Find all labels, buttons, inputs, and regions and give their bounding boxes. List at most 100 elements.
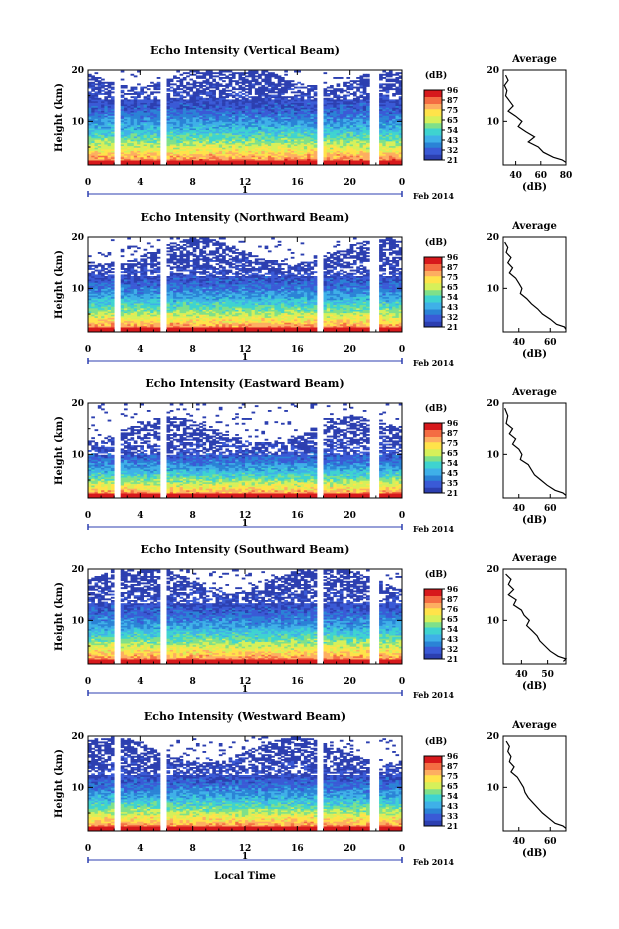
heatmap-cell xyxy=(271,94,275,97)
heatmap-cell xyxy=(212,91,216,94)
heatmap-cell xyxy=(349,99,354,102)
heatmap-cell xyxy=(310,157,315,159)
heatmap-cell xyxy=(176,77,180,79)
heatmap-cell xyxy=(189,157,194,159)
heatmap-cell xyxy=(323,142,328,145)
heatmap-cell xyxy=(388,139,393,142)
heatmap-cell xyxy=(352,155,357,158)
heatmap-cell xyxy=(97,91,102,94)
heatmap-cell xyxy=(359,75,364,78)
heatmap-cell xyxy=(352,145,357,148)
heatmap-cell xyxy=(199,115,203,118)
heatmap-cell xyxy=(238,85,243,87)
heatmap-cell xyxy=(91,152,95,155)
heatmap-cell xyxy=(127,121,131,124)
heatmap-cell xyxy=(231,112,236,115)
heatmap-cell xyxy=(231,72,236,75)
heatmap-cell xyxy=(245,72,249,75)
heatmap-cell xyxy=(133,160,138,163)
heatmap-cell xyxy=(137,70,141,73)
heatmap-cell xyxy=(166,83,171,86)
heatmap-cell xyxy=(245,160,249,163)
heatmap-cell xyxy=(398,145,403,148)
heatmap-cell xyxy=(150,121,154,124)
heatmap-cell xyxy=(189,117,194,119)
heatmap-cell xyxy=(395,136,400,139)
average-x-tick-label: 80 xyxy=(560,171,573,181)
heatmap-cell xyxy=(398,137,403,140)
heatmap-cell xyxy=(169,136,174,139)
heatmap-cell xyxy=(280,133,285,135)
heatmap-cell xyxy=(205,101,210,103)
heatmap-cell xyxy=(245,137,249,140)
heatmap-cell xyxy=(101,160,105,163)
heatmap-cell xyxy=(215,83,220,86)
heatmap-cell xyxy=(235,93,239,95)
heatmap-cell xyxy=(195,330,200,333)
heatmap-cell xyxy=(176,330,180,333)
heatmap-cell xyxy=(166,152,171,155)
heatmap-cell xyxy=(166,160,171,163)
heatmap-cell xyxy=(251,136,256,139)
heatmap-cell xyxy=(388,88,393,91)
heatmap-cell xyxy=(192,139,197,142)
heatmap-cell xyxy=(349,155,354,158)
heatmap-cell xyxy=(91,81,95,84)
heatmap-cell xyxy=(120,150,125,153)
heatmap-cell xyxy=(333,152,337,155)
heatmap-cell xyxy=(97,137,102,140)
heatmap-cell xyxy=(330,126,334,129)
heatmap-cell xyxy=(326,141,331,143)
heatmap-cell xyxy=(346,160,351,163)
colorbar-segment xyxy=(424,91,442,94)
heatmap-cell xyxy=(120,158,125,161)
heatmap-cell xyxy=(202,158,207,161)
heatmap-cell xyxy=(127,149,131,151)
heatmap-cell xyxy=(120,155,125,158)
heatmap-cell xyxy=(225,149,230,151)
heatmap-cell xyxy=(241,157,246,159)
heatmap-cell xyxy=(356,152,360,155)
heatmap-cell xyxy=(271,157,275,159)
heatmap-cell xyxy=(241,137,246,140)
heatmap-cell xyxy=(238,128,243,131)
heatmap-cell xyxy=(176,115,180,118)
heatmap-cell xyxy=(264,115,269,118)
heatmap-cell xyxy=(107,161,112,164)
heatmap-cell xyxy=(245,105,249,108)
heatmap-cell xyxy=(189,147,194,150)
heatmap-cell xyxy=(248,91,252,94)
heatmap-cell xyxy=(231,105,236,108)
heatmap-cell xyxy=(251,129,256,132)
heatmap-cell xyxy=(339,160,344,163)
heatmap-cell xyxy=(339,102,344,105)
heatmap-cell xyxy=(209,136,213,139)
heatmap-cell xyxy=(222,157,226,159)
heatmap-cell xyxy=(127,157,131,159)
heatmap-cell xyxy=(398,129,403,132)
heatmap-cell xyxy=(212,161,216,164)
heatmap-cell xyxy=(349,83,354,86)
heatmap-cell xyxy=(362,118,367,121)
heatmap-cell xyxy=(173,94,177,97)
heatmap-cell xyxy=(277,97,282,100)
heatmap-cell xyxy=(284,110,288,113)
heatmap-cell xyxy=(297,141,301,143)
heatmap-cell xyxy=(199,99,203,102)
heatmap-cell xyxy=(382,97,387,100)
heatmap-cell xyxy=(352,133,357,135)
heatmap-cell xyxy=(179,112,184,115)
heatmap-cell xyxy=(195,97,200,100)
heatmap-cell xyxy=(205,155,210,158)
heatmap-cell xyxy=(290,107,295,110)
colorbar-segment xyxy=(424,95,442,98)
heatmap-cell xyxy=(143,123,148,126)
heatmap-cell xyxy=(107,110,112,113)
heatmap-cell xyxy=(166,128,171,131)
heatmap-cell xyxy=(330,97,334,100)
heatmap-cell xyxy=(352,147,357,150)
heatmap-cell xyxy=(274,97,279,100)
heatmap-cell xyxy=(398,89,403,92)
heatmap-cell xyxy=(261,112,266,115)
